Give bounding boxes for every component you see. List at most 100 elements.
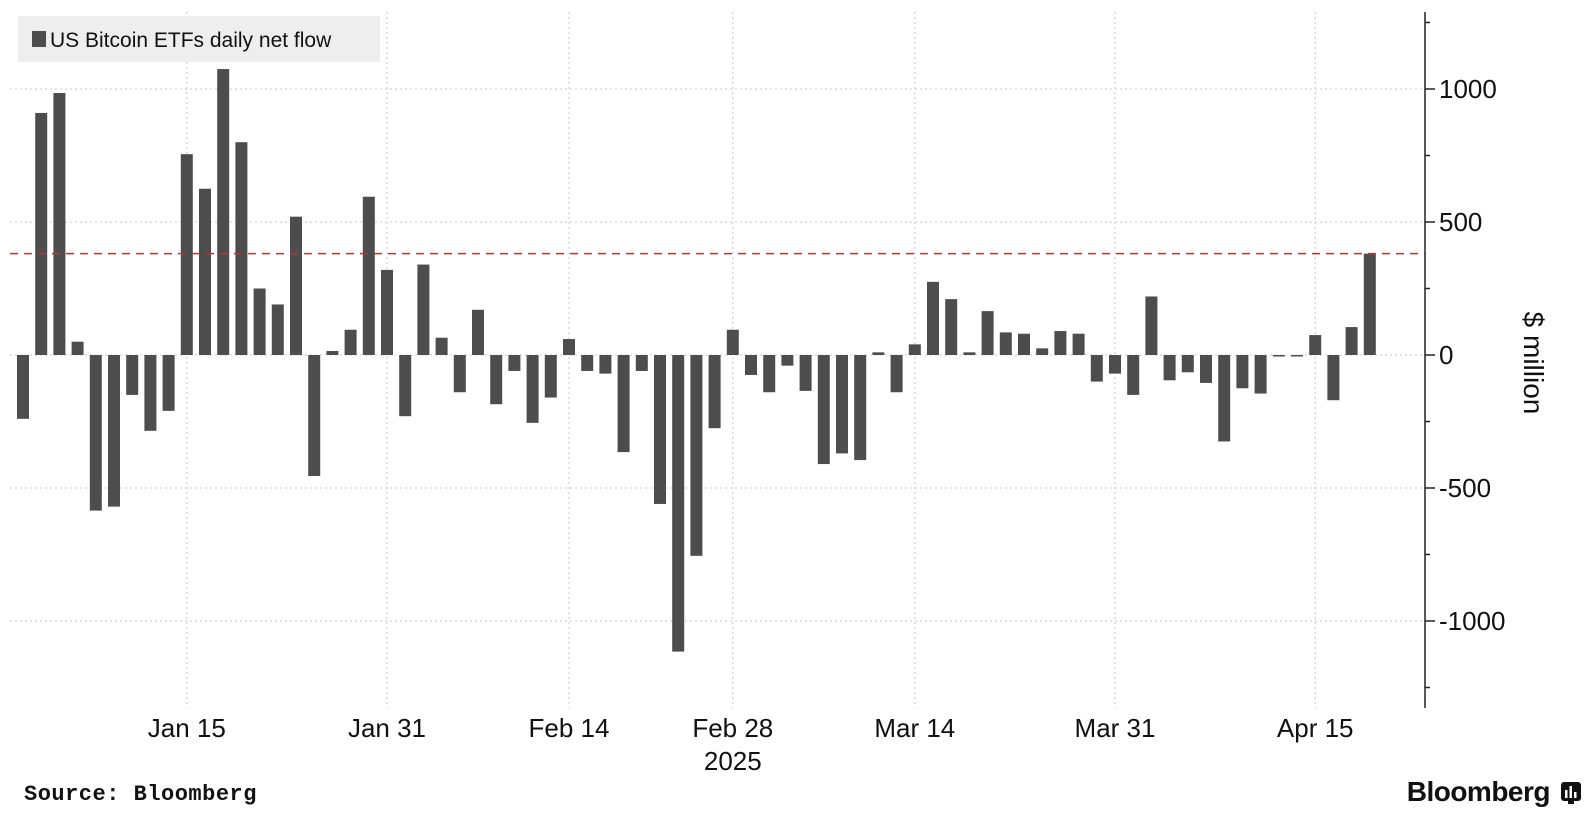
legend-swatch <box>32 31 46 47</box>
x-tick-label: Jan 31 <box>348 713 426 743</box>
x-tick-label: Jan 15 <box>148 713 226 743</box>
bar <box>617 355 630 453</box>
bar <box>563 339 575 355</box>
bar <box>53 92 66 356</box>
bloomberg-terminal-icon <box>1561 782 1581 804</box>
bar <box>581 355 594 371</box>
bar <box>1072 333 1085 355</box>
x-tick-label: Mar 14 <box>874 713 955 743</box>
bar <box>872 352 885 355</box>
bar <box>890 355 903 393</box>
y-tick-label: 0 <box>1439 340 1453 370</box>
bar <box>344 329 357 355</box>
bar <box>472 309 484 355</box>
bar <box>1218 355 1231 442</box>
bar <box>1236 355 1249 389</box>
bar <box>199 188 211 355</box>
bar <box>927 281 939 355</box>
bar <box>1090 355 1103 382</box>
y-tick-label: 1000 <box>1439 74 1497 104</box>
x-year-label: 2025 <box>704 746 762 776</box>
bar <box>144 355 157 431</box>
bar <box>508 355 521 371</box>
bar <box>17 355 29 419</box>
bar <box>381 269 393 355</box>
bar <box>71 341 84 355</box>
bar <box>180 154 193 355</box>
bar <box>854 355 867 461</box>
x-tick-label: Feb 14 <box>529 713 610 743</box>
bar <box>417 264 430 355</box>
bar <box>763 355 776 393</box>
bar <box>544 355 557 398</box>
bar <box>89 355 102 511</box>
y-tick-label: -500 <box>1439 473 1491 503</box>
bar <box>1145 296 1158 355</box>
bar <box>1272 355 1285 357</box>
bar <box>963 352 976 355</box>
bar <box>253 288 266 355</box>
y-tick-label: 500 <box>1439 207 1482 237</box>
bar <box>981 311 994 355</box>
bar <box>490 355 503 405</box>
bar <box>1109 355 1121 374</box>
bar <box>1018 333 1030 355</box>
bar <box>999 332 1012 355</box>
bar <box>599 355 612 374</box>
bar <box>35 112 48 355</box>
bar <box>945 299 958 355</box>
bar <box>1181 355 1194 373</box>
bar <box>526 355 539 423</box>
bar <box>453 355 466 393</box>
bar <box>817 355 830 465</box>
bar <box>217 69 230 356</box>
bar <box>308 355 321 477</box>
legend-box <box>18 16 380 62</box>
bar <box>654 355 666 504</box>
bar <box>836 355 848 454</box>
bar <box>399 355 412 417</box>
bar <box>908 344 921 355</box>
bar <box>126 355 139 395</box>
y-axis-title: $ million <box>1518 312 1549 415</box>
bar <box>672 355 685 652</box>
bar <box>362 196 375 355</box>
bar <box>799 355 812 391</box>
bar <box>1345 327 1358 355</box>
bar <box>1363 253 1376 355</box>
bar <box>1163 355 1176 381</box>
x-tick-label: Feb 28 <box>692 713 773 743</box>
bar <box>1127 355 1140 395</box>
y-axis: 1000 500 0 -500 -1000 <box>1424 12 1506 708</box>
bar <box>435 337 448 355</box>
bar <box>745 355 757 375</box>
bar <box>1054 331 1067 355</box>
bars <box>17 69 1376 652</box>
bar <box>290 216 302 355</box>
bar <box>1327 355 1340 401</box>
bar <box>326 351 339 355</box>
bar <box>726 329 739 355</box>
legend-label: US Bitcoin ETFs daily net flow <box>50 29 332 52</box>
x-tick-label: Mar 31 <box>1075 713 1156 743</box>
bar <box>162 355 175 411</box>
bar <box>108 355 120 507</box>
bar <box>1309 335 1322 355</box>
bar <box>781 355 794 366</box>
bar <box>635 355 648 371</box>
bar <box>690 355 703 556</box>
bar <box>1291 355 1303 357</box>
bar <box>708 355 721 429</box>
bar <box>271 304 284 355</box>
bar <box>1200 355 1212 383</box>
source-note: Source: Bloomberg <box>24 782 257 807</box>
y-tick-label: -1000 <box>1439 606 1506 636</box>
bar <box>1036 348 1049 355</box>
bar <box>1254 355 1267 394</box>
bar <box>235 142 248 355</box>
x-tick-label: Apr 15 <box>1277 713 1354 743</box>
legend: US Bitcoin ETFs daily net flow <box>18 16 380 62</box>
brand-logo: Bloomberg <box>1406 776 1551 807</box>
